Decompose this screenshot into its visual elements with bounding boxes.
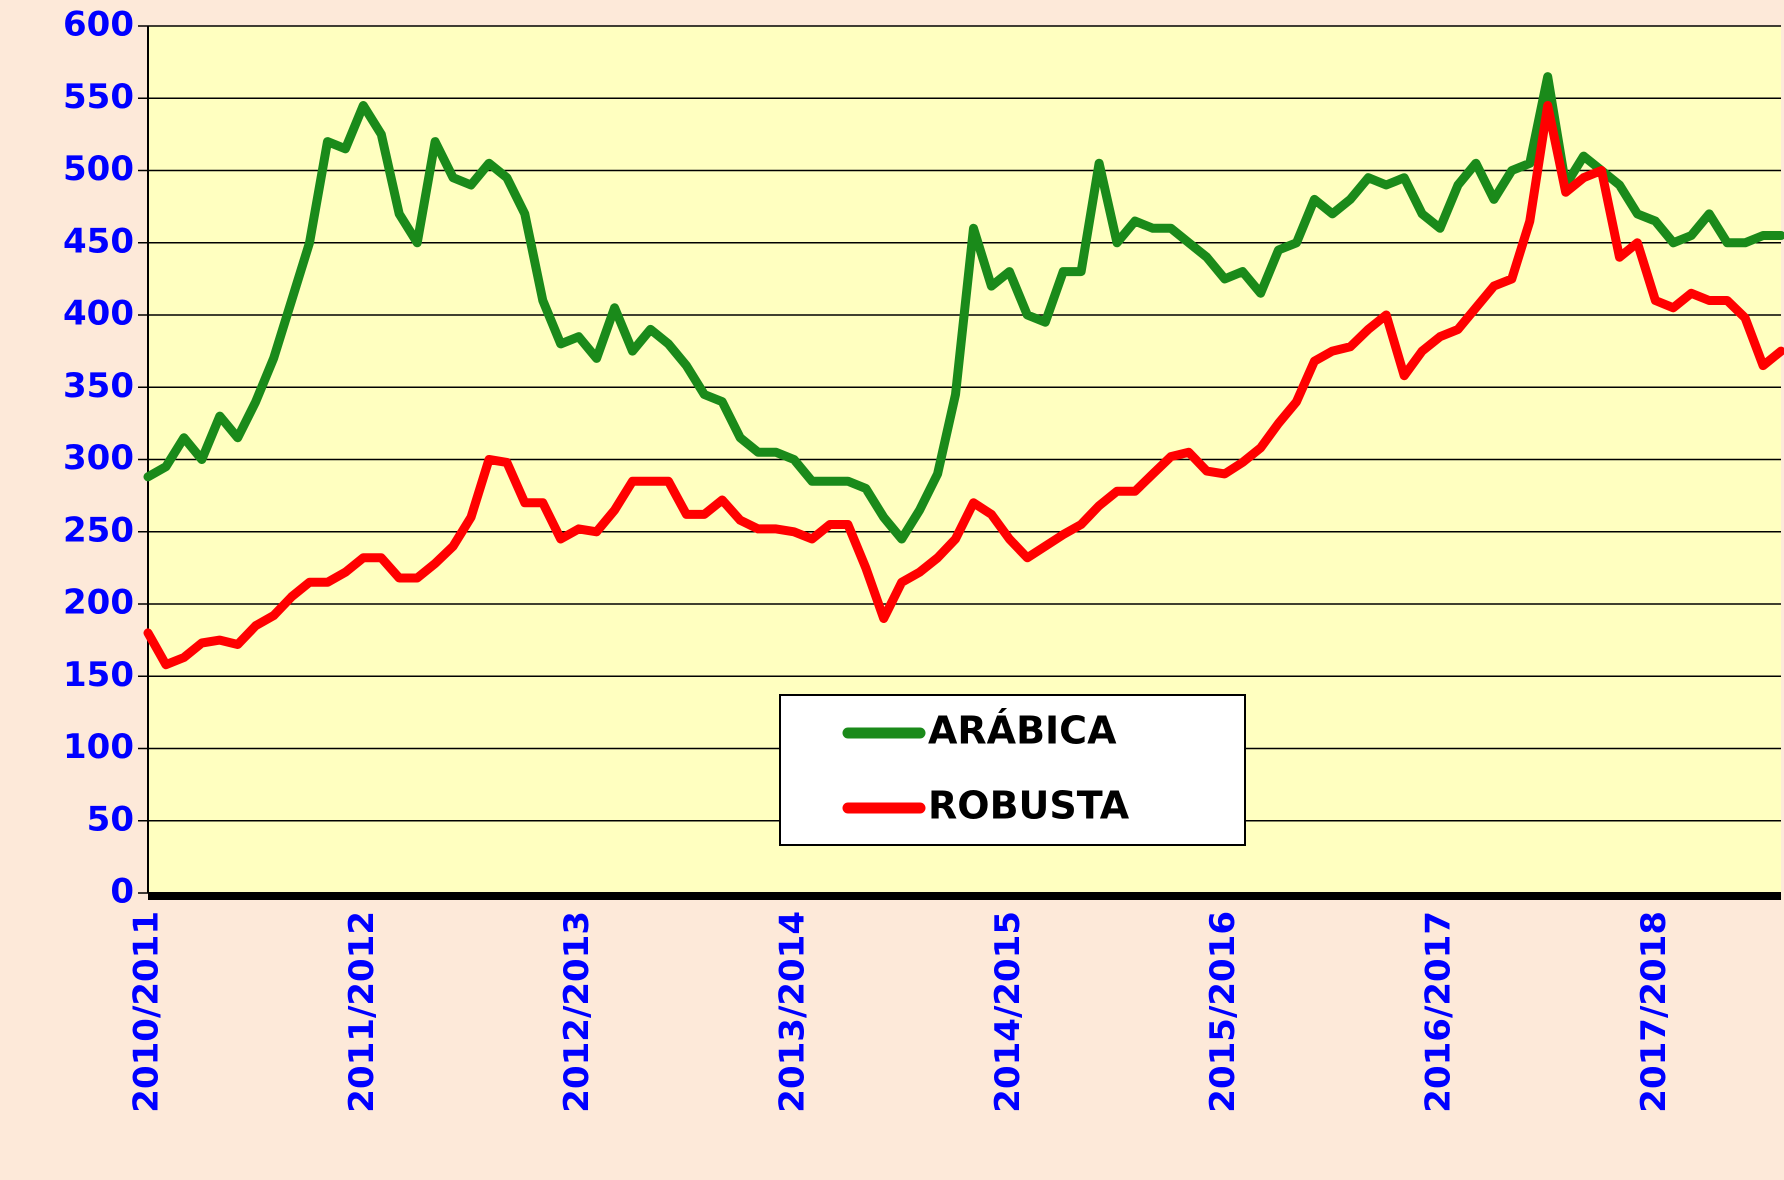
y-tick-label: 450 (63, 221, 134, 261)
y-tick-label: 300 (63, 438, 134, 478)
y-tick-label: 0 (110, 872, 134, 912)
y-tick-label: 400 (63, 294, 134, 334)
series-line (143, 101, 1784, 670)
x-tick-label: 2013/2014 (773, 911, 813, 1113)
x-tick-label: 2012/2013 (557, 911, 597, 1113)
y-tick-label: 350 (63, 366, 134, 406)
legend-label: ROBUSTA (928, 784, 1130, 828)
x-tick-label: 2014/2015 (988, 911, 1028, 1113)
series-line (143, 72, 1784, 544)
y-tick-label: 150 (63, 655, 134, 695)
y-tick-label: 250 (63, 510, 134, 550)
x-tick-label: 2016/2017 (1419, 911, 1459, 1113)
x-tick-label: 2017/2018 (1634, 911, 1674, 1113)
y-tick-label: 100 (63, 727, 134, 767)
y-tick-label: 600 (63, 5, 134, 45)
legend-box (779, 694, 1246, 846)
x-tick-label: 2011/2012 (342, 911, 382, 1113)
y-tick-label: 500 (63, 149, 134, 189)
x-tick-label: 2015/2016 (1203, 911, 1243, 1113)
x-tick-label: 2010/2011 (127, 911, 167, 1113)
y-tick-label: 200 (63, 583, 134, 623)
y-tick-label: 50 (87, 799, 134, 839)
y-tick-label: 550 (63, 77, 134, 117)
legend-label: ARÁBICA (928, 709, 1117, 753)
